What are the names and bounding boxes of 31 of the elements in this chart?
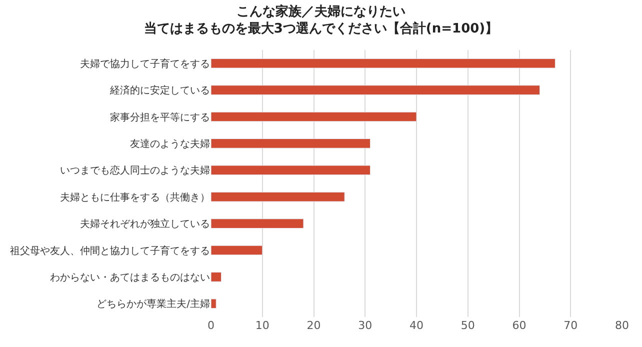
bar xyxy=(211,298,216,309)
bar xyxy=(211,272,222,282)
y-tick-label: わからない・あてはまるものはない xyxy=(50,272,210,284)
y-tick-label: 祖父母や友人、仲間と協力して子育てをする xyxy=(10,244,210,257)
x-tick-label: 80 xyxy=(615,319,629,332)
x-tick-label: 60 xyxy=(512,319,526,332)
bar xyxy=(211,192,345,202)
x-tick-label: 70 xyxy=(564,319,578,332)
y-tick-label: 友達のような夫婦 xyxy=(130,138,210,150)
y-tick-label: 夫婦それぞれが独立している xyxy=(80,218,210,230)
y-tick-label: 経済的に安定している xyxy=(109,84,210,97)
bar xyxy=(211,165,371,176)
x-tick-label: 50 xyxy=(460,319,475,332)
x-tick-label: 0 xyxy=(208,319,214,332)
y-tick-label: 夫婦ともに仕事をする（共働き） xyxy=(60,191,210,204)
x-tick-label: 40 xyxy=(410,319,424,332)
x-tick-label: 20 xyxy=(306,319,321,332)
x-tick-label: 30 xyxy=(358,319,372,332)
bar xyxy=(211,112,417,122)
y-tick-label: いつまでも恋人同士のような夫婦 xyxy=(60,164,210,177)
bar xyxy=(211,218,304,228)
chart-subtitle: 当てはまるものを最大3つ選んでください【合計(n=100)】 xyxy=(144,20,498,36)
bar xyxy=(211,245,263,256)
bar xyxy=(211,138,371,148)
bar xyxy=(211,58,556,68)
chart-title: こんな家族／夫婦になりたい xyxy=(236,4,406,20)
x-tick-label: 10 xyxy=(255,319,270,332)
y-tick-label: 夫婦で協力して子育てをする xyxy=(80,58,210,70)
bar xyxy=(211,85,540,95)
y-tick-label: どちらかが専業主夫/主婦 xyxy=(96,298,210,310)
y-tick-label: 家事分担を平等にする xyxy=(110,111,210,124)
